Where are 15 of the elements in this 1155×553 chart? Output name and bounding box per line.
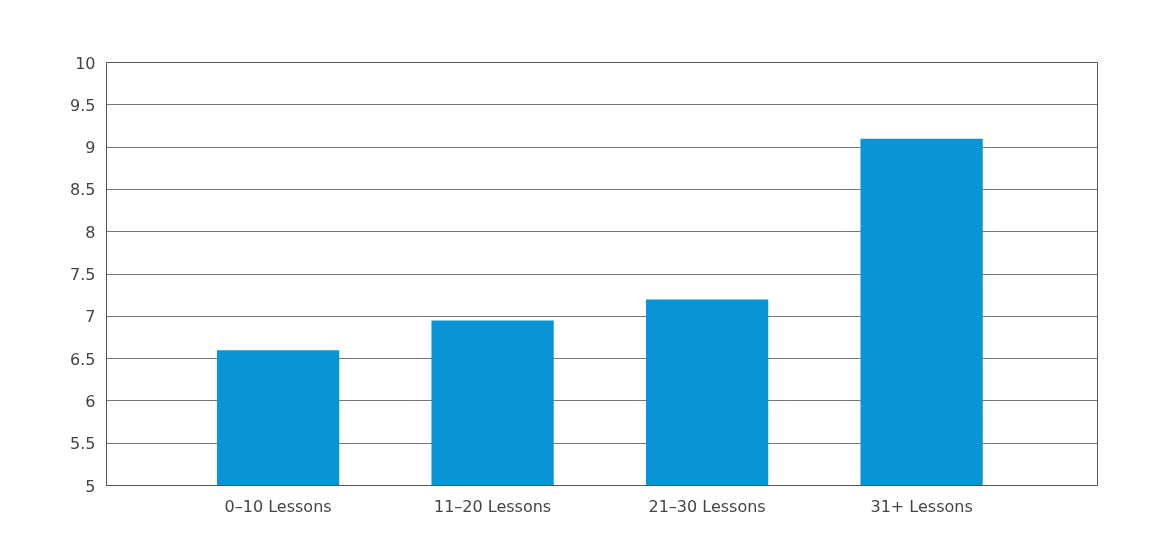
x-tick-label: 31+ Lessons [870, 496, 973, 516]
x-tick-label: 0–10 Lessons [224, 496, 332, 516]
y-tick-label: 10 [75, 53, 96, 73]
y-tick-label: 5 [85, 476, 96, 496]
y-tick-label: 9 [85, 138, 96, 158]
y-tick-label: 6.5 [70, 349, 96, 369]
y-tick-label: 8 [85, 222, 96, 242]
y-tick-label: 5.5 [70, 434, 96, 454]
y-tick-label: 7 [85, 307, 96, 327]
y-tick-label: 7.5 [70, 265, 96, 284]
x-tick-label: 11–20 Lessons [433, 496, 552, 516]
y-tick-label: 6 [85, 391, 96, 411]
x-tick-label: 21–30 Lessons [648, 496, 766, 516]
y-tick-label: 9.5 [70, 95, 96, 115]
y-tick-label: 8.5 [70, 180, 96, 200]
